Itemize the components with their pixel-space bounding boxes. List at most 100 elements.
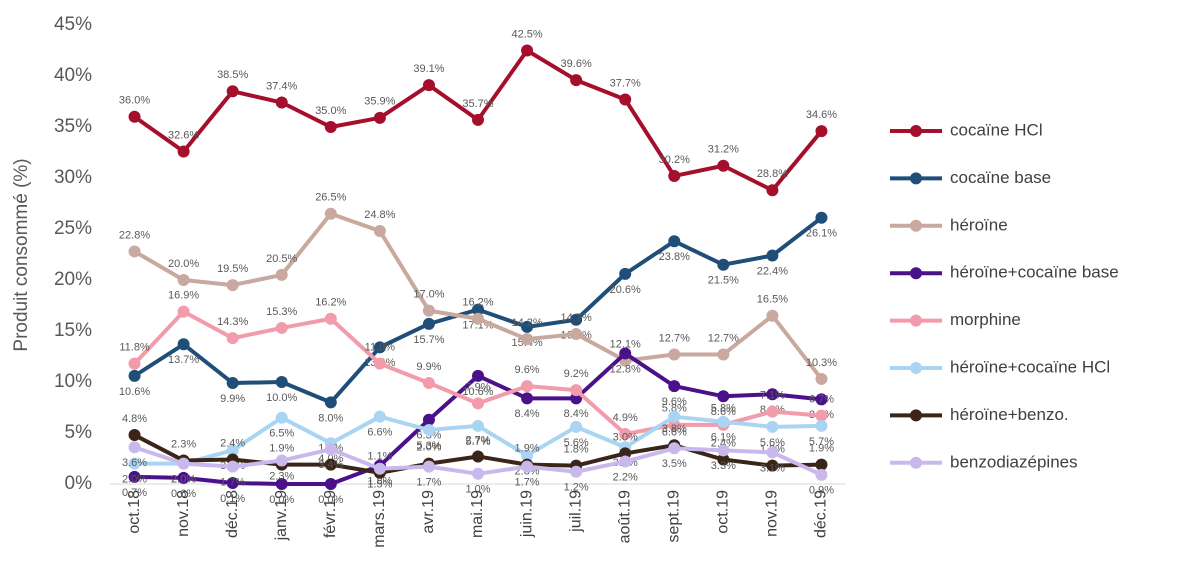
data-point: [766, 309, 779, 322]
data-label: 8.6%: [711, 406, 736, 418]
data-label: 6.6%: [662, 427, 687, 439]
data-label: 16.9%: [168, 290, 199, 302]
data-label: 39.1%: [413, 63, 444, 75]
legend-marker: [910, 456, 922, 469]
legend-marker: [910, 314, 922, 327]
data-point: [668, 235, 681, 248]
data-label: 1.2%: [564, 482, 589, 494]
data-label: 4.8%: [122, 413, 147, 425]
data-label: 5.8%: [662, 403, 687, 415]
data-label: 34.6%: [806, 109, 837, 121]
data-label: 1.0%: [465, 484, 490, 496]
data-point: [373, 410, 386, 423]
data-label: 14.3%: [217, 316, 248, 328]
data-point: [472, 312, 484, 325]
legend-label: héroïne: [950, 215, 1008, 234]
data-label: 16.5%: [757, 294, 788, 306]
data-point: [422, 460, 435, 473]
data-point: [472, 369, 484, 382]
data-label: 1.5%: [367, 479, 392, 491]
data-label: 16.2%: [462, 297, 493, 309]
data-label: 12.7%: [659, 332, 690, 344]
y-tick-label: 10%: [54, 371, 92, 392]
x-tick-label: mars.19: [371, 490, 388, 548]
data-label: 1.7%: [220, 477, 245, 489]
data-point: [766, 459, 779, 472]
x-tick-label: sept.19: [665, 490, 682, 543]
data-label: 0.9%: [809, 485, 834, 497]
legend-marker: [910, 409, 922, 422]
data-point: [422, 413, 435, 426]
data-label: 6.1%: [711, 432, 736, 444]
x-tick-label: juil.19: [567, 490, 584, 533]
data-point: [324, 443, 337, 456]
data-point: [226, 377, 239, 390]
data-label: 10.3%: [806, 357, 837, 369]
data-point: [373, 462, 386, 475]
data-point: [668, 380, 681, 393]
data-point: [373, 341, 386, 354]
legend-label: héroïne+benzo.: [950, 405, 1069, 424]
data-label: 1.9%: [269, 443, 294, 455]
data-point: [275, 321, 288, 334]
data-label: 1.8%: [367, 476, 392, 488]
legend-marker: [910, 362, 922, 374]
y-tick-label: 30%: [54, 167, 92, 188]
data-label: 2.2%: [613, 471, 638, 483]
legend-label: benzodiazépines: [950, 452, 1078, 471]
data-label: 38.5%: [217, 69, 248, 81]
data-label: 5.7%: [465, 436, 490, 448]
data-point: [226, 279, 239, 292]
data-label: 0.0%: [269, 494, 294, 506]
data-point: [324, 396, 337, 409]
data-point: [766, 388, 779, 401]
data-point: [177, 305, 190, 318]
data-label: 5.6%: [564, 437, 589, 449]
data-point: [717, 159, 730, 172]
data-point: [570, 420, 583, 433]
data-point: [226, 444, 239, 457]
data-point: [177, 471, 190, 484]
data-label: 1.7%: [416, 477, 441, 489]
data-point: [570, 328, 583, 341]
data-label: 20.0%: [168, 258, 199, 270]
y-axis-label: Produit consommé (%): [11, 158, 32, 351]
data-label: 5.8%: [711, 403, 736, 415]
data-label: 2.0%: [122, 474, 147, 486]
data-label: 9.9%: [416, 361, 441, 373]
data-point: [177, 274, 190, 286]
data-label: 14.2%: [511, 317, 542, 329]
x-tick-label: déc.18: [224, 490, 241, 538]
data-label: 9.2%: [564, 368, 589, 380]
data-point: [422, 377, 435, 390]
data-label: 1.7%: [515, 477, 540, 489]
data-point: [128, 457, 141, 470]
data-label: 2.0%: [416, 442, 441, 454]
data-label: 21.5%: [708, 275, 739, 287]
data-label: 15.3%: [266, 306, 297, 318]
data-label: 14.7%: [561, 312, 592, 324]
data-label: 3.8%: [662, 423, 687, 435]
data-point: [570, 465, 583, 478]
legend-marker: [910, 172, 922, 185]
data-point: [521, 460, 534, 473]
data-label: 0.0%: [318, 494, 343, 506]
data-point: [619, 347, 632, 360]
data-point: [668, 410, 681, 423]
legend-marker: [910, 267, 922, 280]
data-point: [668, 442, 681, 455]
data-point: [128, 369, 141, 382]
data-point: [422, 79, 435, 92]
data-label: 3.6%: [122, 457, 147, 469]
data-label: 2.3%: [171, 438, 196, 450]
data-label: 24.8%: [364, 209, 395, 221]
x-tick-label: déc.19: [813, 490, 830, 538]
data-label: 6.5%: [269, 428, 294, 440]
data-label: 1.9%: [515, 443, 540, 455]
data-point: [521, 392, 534, 405]
data-label: 6.7%: [809, 394, 834, 406]
data-label: 5.3%: [416, 440, 441, 452]
data-label: 42.5%: [511, 28, 542, 40]
data-label: 5.7%: [809, 436, 834, 448]
